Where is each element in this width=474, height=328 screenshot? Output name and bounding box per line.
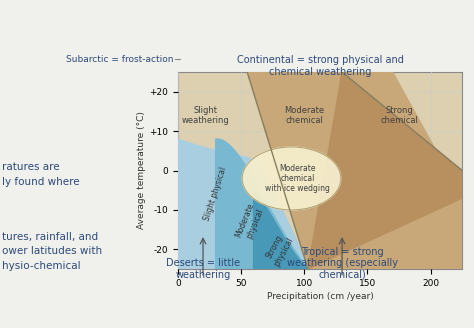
Text: Strong
chemical: Strong chemical: [380, 106, 418, 125]
Text: ower latitudes with: ower latitudes with: [2, 246, 102, 256]
Text: Continental = strong physical and
chemical weathering: Continental = strong physical and chemic…: [237, 55, 403, 77]
Text: Subarctic = frost-action: Subarctic = frost-action: [66, 54, 174, 64]
Polygon shape: [247, 72, 462, 269]
Text: Moderate
physical: Moderate physical: [234, 201, 265, 242]
Polygon shape: [308, 72, 462, 269]
Ellipse shape: [242, 147, 341, 210]
Text: Moderate
chemical
with ice wedging: Moderate chemical with ice wedging: [265, 164, 330, 193]
Text: ly found where: ly found where: [2, 177, 80, 187]
Text: Deserts = little
weathering: Deserts = little weathering: [166, 258, 240, 280]
Polygon shape: [216, 139, 308, 269]
Text: hysio-chemical: hysio-chemical: [2, 261, 81, 271]
Polygon shape: [178, 139, 308, 269]
Polygon shape: [254, 190, 308, 269]
Text: Slight
weathering: Slight weathering: [182, 106, 229, 125]
Y-axis label: Average temperature (°C): Average temperature (°C): [137, 112, 146, 230]
Text: ratures are: ratures are: [2, 162, 60, 173]
Text: Moderate
chemical: Moderate chemical: [284, 106, 324, 125]
Polygon shape: [178, 72, 462, 269]
Text: tures, rainfall, and: tures, rainfall, and: [2, 232, 98, 242]
Text: Tropical = strong
weathering (especially
chemical): Tropical = strong weathering (especially…: [287, 247, 398, 280]
Text: Slight physical: Slight physical: [203, 166, 228, 222]
X-axis label: Precipitation (cm /year): Precipitation (cm /year): [266, 292, 374, 301]
Text: Strong
physical: Strong physical: [263, 231, 295, 268]
